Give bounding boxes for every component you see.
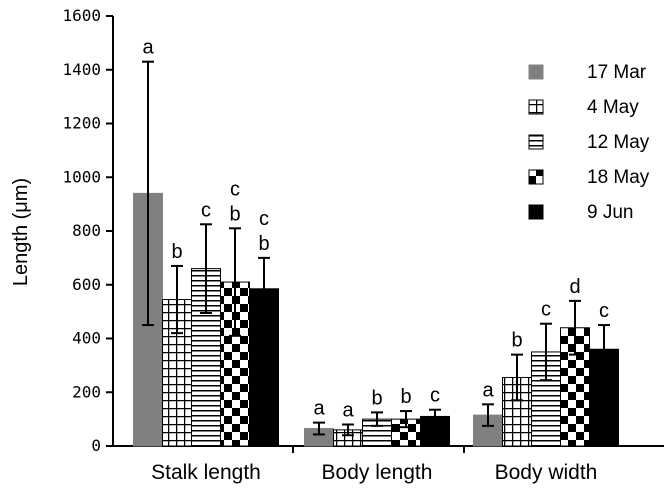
y-axis-title: Length (μm)	[10, 178, 32, 286]
y-tick-label: 0	[91, 436, 101, 455]
legend: 17 Mar 4 May 12 May 18 May 9 Jun	[528, 62, 650, 223]
y-tick-label: 1200	[62, 114, 101, 133]
y-tick-label: 200	[72, 382, 101, 401]
significance-letter: c	[430, 385, 440, 407]
significance-letter: d	[569, 276, 580, 298]
y-axis: 0 200 400 600 800 1000 1200 1400 1600	[62, 6, 114, 455]
significance-letter: a	[142, 37, 154, 59]
significance-letter: b	[171, 241, 182, 263]
x-category-label: Body width	[495, 461, 598, 484]
legend-swatch	[528, 169, 544, 185]
x-category-label: Body length	[322, 461, 433, 484]
legend-swatch	[528, 64, 544, 80]
x-category-label: Stalk length	[151, 461, 261, 484]
y-tick-label: 1400	[62, 60, 101, 79]
legend-label: 17 Mar	[587, 62, 647, 83]
significance-letter: c	[201, 199, 211, 221]
bar	[162, 299, 192, 447]
y-tick-label: 1000	[62, 167, 101, 186]
significance-letter: b	[400, 386, 411, 408]
significance-letter: a	[482, 379, 494, 401]
significance-letter: a	[313, 398, 325, 420]
y-tick-label: 400	[72, 329, 101, 348]
legend-swatch	[528, 204, 544, 220]
legend-label: 9 Jun	[587, 202, 633, 223]
significance-letter: b	[258, 233, 269, 255]
legend-label: 18 May	[587, 167, 650, 188]
legend-label: 4 May	[587, 97, 639, 118]
x-axis: Stalk length Body length Body width	[113, 445, 664, 484]
y-tick-label: 800	[72, 221, 101, 240]
error-bars-group	[142, 60, 610, 437]
y-tick-label: 1600	[62, 6, 101, 25]
legend-swatch	[528, 134, 544, 150]
y-tick-label: 600	[72, 275, 101, 294]
significance-letter: b	[229, 203, 240, 225]
significance-letter: c	[259, 208, 269, 230]
legend-swatch	[528, 99, 544, 115]
significance-letter: c	[599, 300, 609, 322]
significance-letter: b	[371, 387, 382, 409]
significance-letter: c	[230, 178, 240, 200]
significance-letter: b	[511, 330, 522, 352]
significance-letter: a	[342, 400, 354, 422]
significance-letter: c	[541, 299, 551, 321]
legend-label: 12 May	[587, 132, 650, 153]
